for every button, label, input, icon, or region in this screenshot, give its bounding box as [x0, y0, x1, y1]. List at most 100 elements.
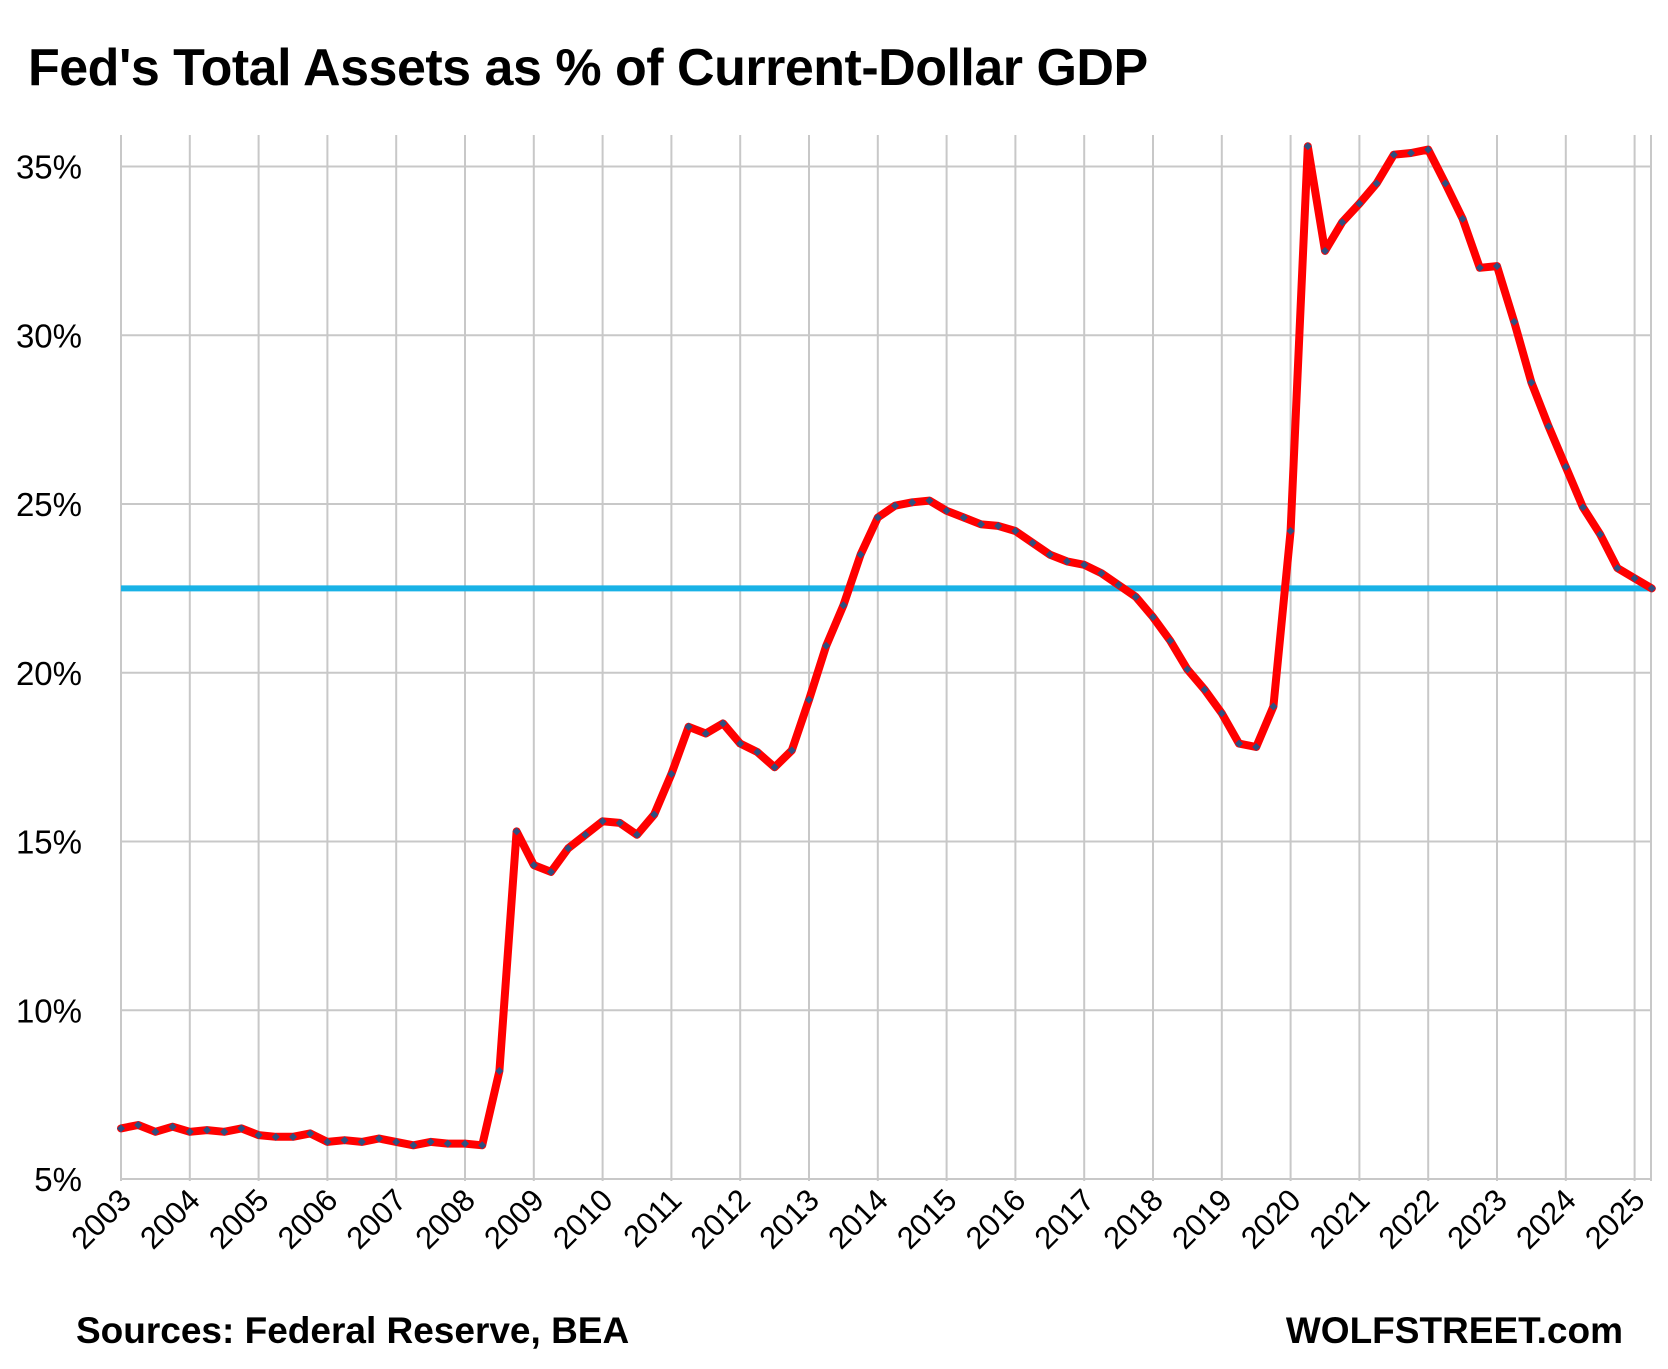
marker-layer	[117, 142, 1656, 1150]
data-point	[1493, 262, 1501, 271]
data-point	[134, 1121, 143, 1129]
x-tick-label: 2006	[271, 1182, 345, 1256]
data-point	[168, 1122, 177, 1131]
x-tick-label: 2023	[1440, 1182, 1514, 1256]
x-tick-label: 2012	[684, 1182, 758, 1256]
data-point	[736, 739, 745, 748]
x-tick-label: 2022	[1372, 1182, 1446, 1256]
data-point	[615, 818, 624, 827]
data-point	[443, 1139, 452, 1148]
data-point	[271, 1132, 280, 1141]
data-point	[839, 601, 848, 610]
data-point	[1561, 462, 1570, 471]
data-point	[1286, 527, 1295, 535]
data-point	[1475, 263, 1484, 272]
y-tick-label: 15%	[16, 824, 82, 861]
data-point	[598, 817, 607, 826]
data-point	[1149, 613, 1157, 622]
data-point	[1131, 592, 1140, 601]
y-tick-label: 30%	[16, 317, 82, 354]
y-tick-labels: 5% 10% 15% 20% 25% 30% 35%	[16, 149, 82, 1199]
x-tick-label: 2021	[1303, 1182, 1377, 1256]
data-point	[667, 770, 676, 778]
data-point	[925, 496, 934, 505]
data-point	[185, 1127, 194, 1136]
data-point	[1579, 503, 1587, 512]
data-point	[1510, 317, 1519, 326]
data-point	[1596, 530, 1605, 539]
y-tick-label: 20%	[16, 655, 82, 692]
data-point	[873, 513, 882, 522]
data-point	[770, 763, 779, 772]
data-point	[1097, 569, 1106, 578]
data-point	[1355, 199, 1364, 208]
data-point	[1235, 739, 1243, 748]
data-point	[633, 830, 641, 839]
data-point	[220, 1127, 229, 1136]
data-point	[1647, 584, 1656, 593]
data-point	[392, 1137, 401, 1146]
data-point	[529, 861, 538, 870]
data-point	[1114, 581, 1123, 589]
data-point	[787, 746, 796, 755]
x-tick-label: 2014	[821, 1182, 895, 1256]
data-point	[1200, 685, 1209, 694]
source-note: Sources: Federal Reserve, BEA	[76, 1310, 630, 1351]
data-point	[357, 1137, 366, 1146]
data-point	[1372, 179, 1381, 188]
grid-layer	[120, 135, 1652, 1181]
data-point	[1063, 557, 1071, 566]
x-tick-label: 2025	[1578, 1182, 1652, 1256]
data-point	[323, 1137, 332, 1146]
data-point	[306, 1129, 315, 1138]
data-point	[512, 827, 521, 836]
data-point	[856, 550, 865, 559]
data-point	[1630, 574, 1639, 583]
data-point	[1183, 665, 1192, 674]
data-point	[151, 1127, 160, 1136]
x-tick-label: 2009	[477, 1182, 551, 1256]
data-point	[581, 830, 590, 839]
data-point	[547, 867, 555, 876]
x-tick-label: 2018	[1096, 1182, 1170, 1256]
chart-title: Fed's Total Assets as % of Current-Dolla…	[28, 39, 1148, 97]
x-tick-label: 2019	[1165, 1182, 1239, 1256]
x-tick-label: 2015	[890, 1182, 964, 1256]
data-point	[1028, 538, 1037, 547]
data-point	[203, 1126, 211, 1135]
data-point	[822, 641, 831, 650]
y-tick-label: 10%	[16, 992, 82, 1029]
y-tick-label: 35%	[16, 149, 82, 186]
data-point	[684, 722, 693, 731]
data-point	[1389, 150, 1398, 159]
data-point	[1269, 702, 1278, 711]
data-point	[289, 1132, 297, 1141]
x-tick-label: 2010	[546, 1182, 620, 1256]
data-point	[117, 1124, 125, 1133]
data-point	[1527, 378, 1536, 387]
x-tick-label: 2017	[1028, 1182, 1102, 1256]
data-point	[891, 501, 899, 510]
brand-label: WOLFSTREET.com	[1285, 1310, 1623, 1351]
data-point	[650, 810, 659, 819]
series-layer	[117, 142, 1656, 1150]
data-point	[1080, 560, 1089, 569]
data-point	[340, 1136, 349, 1145]
y-tick-label: 5%	[34, 1161, 82, 1198]
data-point	[1166, 636, 1175, 645]
data-point	[495, 1067, 504, 1075]
data-point	[1544, 422, 1553, 431]
data-point	[1045, 550, 1054, 559]
data-point	[1011, 527, 1020, 535]
x-tick-labels: 2003200420052006200720082009201020112012…	[64, 1182, 1651, 1256]
x-tick-label: 2005	[202, 1182, 276, 1256]
data-point	[426, 1137, 435, 1146]
data-point	[409, 1141, 418, 1150]
data-point	[478, 1141, 487, 1150]
data-point	[1217, 709, 1226, 718]
data-point	[461, 1139, 469, 1148]
data-point	[1458, 214, 1467, 223]
data-point	[753, 748, 762, 757]
data-point	[1441, 179, 1450, 188]
